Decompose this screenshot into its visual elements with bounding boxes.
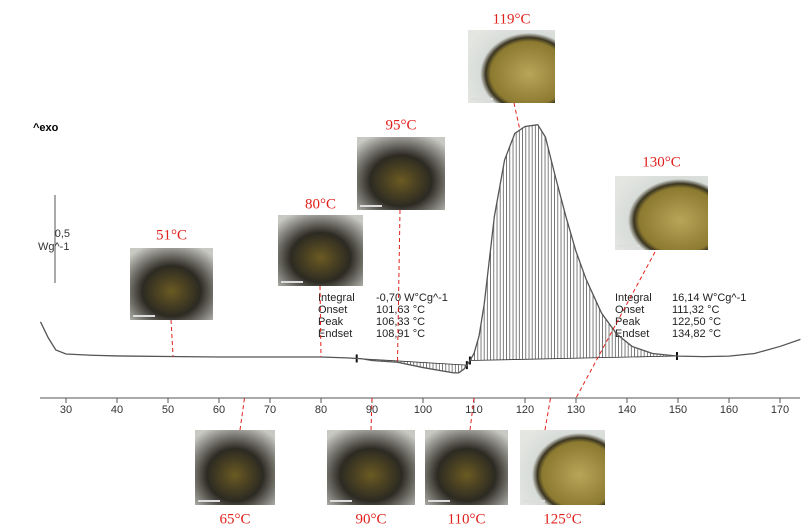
- snapshot-line: [319, 285, 322, 358]
- snapshot-label: 119°C: [493, 11, 531, 27]
- micrograph-scale: [428, 500, 450, 502]
- snapshot-label: 51°C: [156, 227, 187, 243]
- x-tick-label: 90: [366, 404, 378, 416]
- integral-area: [469, 124, 677, 361]
- snapshot-line: [170, 319, 174, 357]
- info-value: 122,50 °C: [672, 316, 721, 328]
- micrograph: [357, 137, 445, 210]
- micrograph: [327, 430, 415, 505]
- snapshot-label: 130°C: [642, 154, 681, 170]
- info-value: -0,70 W°Cg^-1: [376, 292, 448, 304]
- micrograph-scale: [523, 500, 545, 502]
- snapshot-label: 95°C: [385, 117, 416, 133]
- info-label: Peak: [615, 316, 641, 328]
- snapshot-line: [370, 397, 373, 431]
- integral-baseline: [469, 355, 677, 361]
- info-value: 106,33 °C: [376, 316, 425, 328]
- snapshot-line: [544, 397, 551, 431]
- snapshot-line: [397, 209, 401, 363]
- x-tick-label: 110: [465, 404, 483, 416]
- scale-bar-unit: Wg^-1: [38, 241, 69, 253]
- x-tick-label: 30: [60, 404, 72, 416]
- info-label: Endset: [318, 328, 352, 340]
- snapshot-line: [513, 102, 521, 131]
- micrograph-scale: [133, 315, 155, 317]
- snapshot-label: 80°C: [305, 196, 336, 212]
- snapshot-label: 110°C: [448, 511, 486, 527]
- info-label: Peak: [318, 316, 344, 328]
- x-tick-label: 160: [720, 404, 738, 416]
- x-tick-label: 70: [264, 404, 276, 416]
- x-tick-label: 150: [669, 404, 687, 416]
- micrograph: [425, 430, 508, 505]
- micrograph-scale: [471, 98, 493, 100]
- x-tick-label: 40: [111, 404, 123, 416]
- scale-bar-label: 0,5: [55, 228, 70, 240]
- x-tick-label: 60: [213, 404, 225, 416]
- micrograph-scale: [618, 245, 640, 247]
- info-label: Integral: [318, 292, 355, 304]
- integral-baseline: [356, 358, 467, 366]
- micrograph-scale: [360, 205, 382, 207]
- snapshot-line: [469, 397, 475, 431]
- micrograph: [278, 215, 363, 286]
- micrograph-scale: [198, 500, 220, 502]
- integral-area: [356, 358, 467, 373]
- snapshot-label: 125°C: [543, 511, 582, 527]
- info-value: 16,14 W°Cg^-1: [672, 292, 746, 304]
- dsc-curve: [39, 123, 801, 374]
- info-label: Integral: [615, 292, 652, 304]
- info-value: 134,82 °C: [672, 328, 721, 340]
- x-tick-label: 50: [162, 404, 174, 416]
- snapshot-label: 65°C: [219, 511, 250, 527]
- x-tick-label: 140: [618, 404, 636, 416]
- micrograph-scale: [330, 500, 352, 502]
- micrograph: [468, 30, 555, 103]
- micrograph: [615, 176, 708, 250]
- info-label: Onset: [318, 304, 347, 316]
- info-value: 108,91 °C: [376, 328, 425, 340]
- snapshot-label: 90°C: [355, 511, 386, 527]
- x-tick-label: 80: [315, 404, 327, 416]
- x-tick-label: 100: [414, 404, 432, 416]
- info-value: 111,32 °C: [672, 304, 719, 316]
- x-tick-label: 170: [771, 404, 789, 416]
- micrograph: [195, 430, 275, 505]
- info-label: Endset: [615, 328, 649, 340]
- info-value: 101,63 °C: [376, 304, 425, 316]
- snapshot-line: [239, 397, 245, 431]
- x-tick-label: 120: [516, 404, 534, 416]
- micrograph-scale: [281, 281, 303, 283]
- y-label: ^exo: [33, 122, 59, 134]
- info-label: Onset: [615, 304, 644, 316]
- x-tick-label: 130: [567, 404, 585, 416]
- micrograph: [520, 430, 605, 505]
- micrograph: [130, 248, 213, 320]
